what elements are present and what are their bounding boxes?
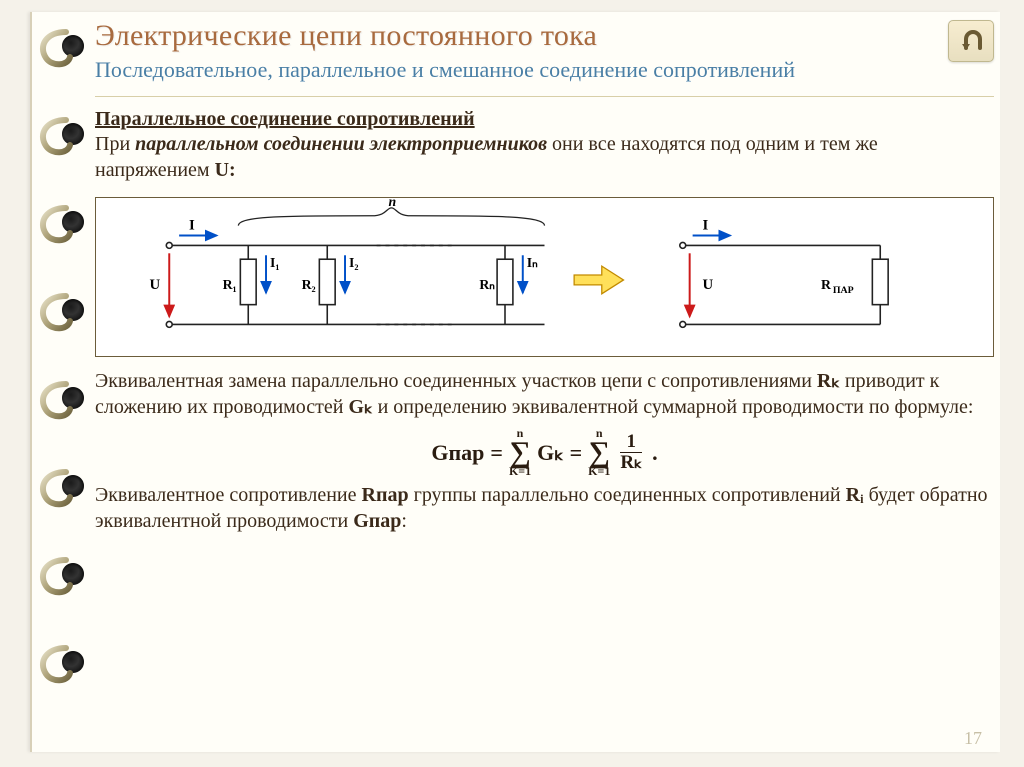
binder-ring	[42, 290, 82, 330]
binder-ring	[42, 378, 82, 418]
slide-subtitle: Последовательное, параллельное и смешанн…	[95, 56, 994, 84]
binder-ring	[42, 642, 82, 682]
binder-ring	[42, 554, 82, 594]
svg-text:I₁: I₁	[270, 255, 280, 270]
binder-ring	[42, 202, 82, 242]
page-number: 17	[964, 728, 982, 749]
svg-text:R₁: R₁	[223, 277, 237, 292]
svg-text:n: n	[388, 198, 396, 209]
svg-text:I₂: I₂	[349, 255, 359, 270]
slide-content: Электрические цепи постоянного тока Посл…	[95, 18, 994, 757]
divider	[95, 96, 994, 97]
paragraph-2: Эквивалентная замена параллельно соедине…	[95, 369, 994, 420]
section-heading: Параллельное соединение сопротивлений	[95, 107, 994, 133]
slide-title: Электрические цепи постоянного тока	[95, 18, 994, 54]
paragraph-1: При параллельном соединении электроприем…	[95, 132, 994, 183]
svg-text:U: U	[703, 277, 714, 293]
u-turn-icon	[956, 27, 986, 55]
svg-text:R: R	[821, 277, 832, 292]
binder-ring	[42, 466, 82, 506]
svg-text:R₂: R₂	[302, 277, 316, 292]
binder-ring	[42, 26, 82, 66]
paragraph-3: Эквивалентное сопротивление Rпар группы …	[95, 483, 994, 534]
circuit-svg: I U I₁ R₁ I₂ R₂ Iₙ Rₙ n	[96, 198, 993, 356]
spiral-binding	[42, 0, 102, 767]
svg-text:I: I	[189, 218, 195, 234]
svg-text:I: I	[703, 218, 709, 234]
svg-text:ПАР: ПАР	[833, 285, 854, 296]
svg-text:Rₙ: Rₙ	[479, 277, 495, 292]
formula: Gпар = n ∑ K=1 Gₖ = n ∑ K=1 1 Rₖ .	[95, 428, 994, 477]
circuit-diagram: I U I₁ R₁ I₂ R₂ Iₙ Rₙ n	[95, 197, 994, 357]
svg-text:U: U	[150, 277, 161, 293]
svg-text:Iₙ: Iₙ	[527, 255, 538, 270]
body-text: Параллельное соединение сопротивлений Пр…	[95, 107, 994, 184]
equivalent-arrow-icon	[574, 266, 623, 294]
back-button[interactable]	[948, 20, 994, 62]
binder-ring	[42, 114, 82, 154]
